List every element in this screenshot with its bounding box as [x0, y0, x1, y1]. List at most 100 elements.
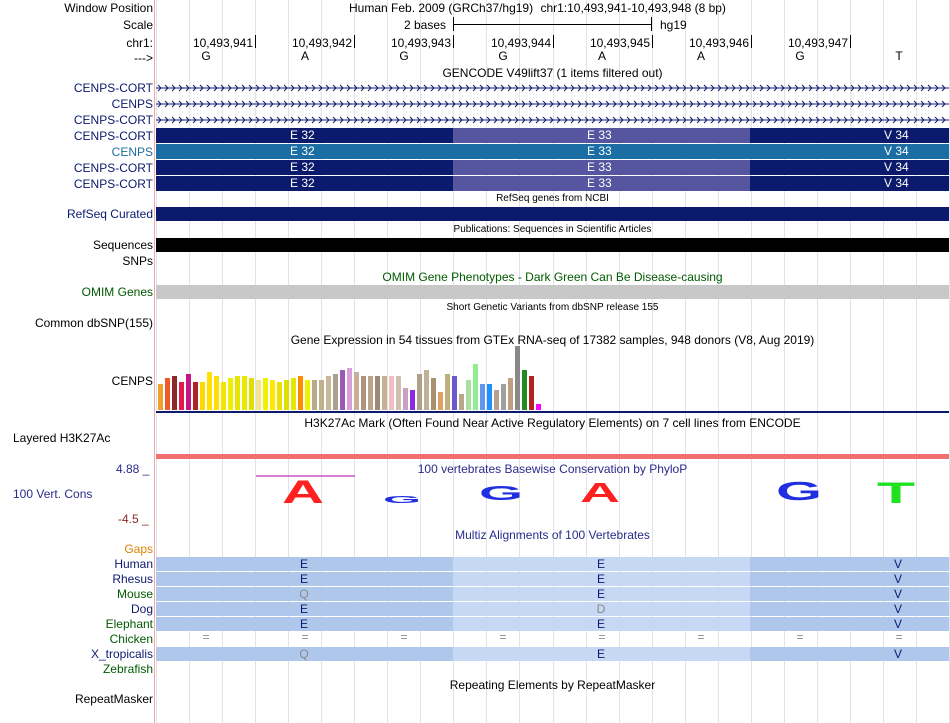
gtex-bar[interactable] — [466, 380, 471, 410]
intron-arrow-line[interactable] — [156, 115, 949, 125]
sequences-bar[interactable] — [156, 238, 949, 252]
gtex-bar[interactable] — [375, 376, 380, 410]
gtex-bar[interactable] — [263, 378, 268, 410]
gtex-bar[interactable] — [235, 376, 240, 410]
species-label[interactable]: Zebrafish — [102, 662, 153, 676]
gtex-bar[interactable] — [319, 380, 324, 410]
gencode-row-label[interactable]: CENPS-CORT — [73, 81, 153, 95]
phylop-logo[interactable]: A G G A G T — [156, 472, 949, 508]
repeatmasker-track-title[interactable]: Repeating Elements by RepeatMasker — [449, 678, 656, 692]
gtex-bar[interactable] — [396, 376, 401, 410]
phylop-track-title[interactable]: 100 vertebrates Basewise Conservation by… — [417, 462, 688, 476]
gtex-track-title[interactable]: Gene Expression in 54 tissues from GTEx … — [290, 333, 815, 347]
alignment-bar[interactable] — [156, 602, 949, 616]
gtex-bar[interactable] — [249, 378, 254, 410]
gencode-exon-row-label[interactable]: CENPS-CORT — [73, 129, 153, 143]
exon-bar[interactable]: E 32 E 33 V 34 — [156, 176, 949, 191]
gtex-bar[interactable] — [403, 388, 408, 410]
multiz-track-title[interactable]: Multiz Alignments of 100 Vertebrates — [455, 528, 650, 542]
gtex-bar[interactable] — [522, 370, 527, 410]
gtex-bar[interactable] — [242, 376, 247, 410]
gtex-bar[interactable] — [368, 376, 373, 410]
gtex-bar[interactable] — [445, 374, 450, 410]
intron-arrow-line[interactable] — [156, 83, 949, 93]
dbsnp-label[interactable]: Common dbSNP(155) — [34, 316, 153, 330]
omim-track-title[interactable]: OMIM Gene Phenotypes - Dark Green Can Be… — [382, 270, 723, 284]
gtex-bar[interactable] — [494, 390, 499, 410]
species-label[interactable]: X_tropicalis — [90, 647, 153, 661]
gtex-bar[interactable] — [326, 376, 331, 410]
repeatmasker-label[interactable]: RepeatMasker — [74, 692, 153, 706]
omim-bar[interactable] — [156, 285, 949, 299]
exon-bar[interactable]: E 32 E 33 V 34 — [156, 144, 949, 159]
gencode-exon-row-label[interactable]: CENPS — [111, 145, 153, 159]
refseq-label[interactable]: RefSeq Curated — [66, 207, 153, 221]
exon-segment[interactable] — [750, 160, 949, 175]
species-label[interactable]: Dog — [130, 602, 153, 616]
species-label[interactable]: Mouse — [116, 587, 153, 601]
gtex-bar[interactable] — [459, 394, 464, 410]
gtex-bar[interactable] — [277, 382, 282, 410]
alignment-bar[interactable] — [156, 587, 949, 601]
omim-label[interactable]: OMIM Genes — [81, 285, 153, 299]
species-label[interactable]: Chicken — [109, 632, 153, 646]
gtex-bar[interactable] — [228, 378, 233, 410]
gtex-bar[interactable] — [389, 376, 394, 410]
refseq-track-title[interactable]: RefSeq genes from NCBI — [496, 193, 609, 204]
gtex-bar[interactable] — [214, 376, 219, 410]
alignment-bar[interactable] — [156, 617, 949, 631]
gencode-track-title[interactable]: GENCODE V49lift37 (1 items filtered out) — [442, 66, 663, 80]
gencode-exon-row-label[interactable]: CENPS-CORT — [73, 177, 153, 191]
exon-segment[interactable] — [453, 160, 750, 175]
gtex-bar[interactable] — [207, 372, 212, 410]
gtex-bar[interactable] — [298, 376, 303, 410]
gtex-bar[interactable] — [529, 376, 534, 410]
alignment-bar[interactable] — [156, 647, 949, 661]
gtex-bar[interactable] — [501, 384, 506, 410]
gtex-bar[interactable] — [452, 376, 457, 410]
species-label[interactable]: Rhesus — [112, 572, 153, 586]
intron-arrow-line[interactable] — [156, 99, 949, 109]
gtex-bar[interactable] — [312, 380, 317, 410]
gtex-bar[interactable] — [361, 376, 366, 410]
sequences-label[interactable]: Sequences — [92, 238, 153, 252]
phylop-label[interactable]: 100 Vert. Cons — [13, 487, 93, 501]
gtex-bar[interactable] — [382, 376, 387, 410]
gtex-bar[interactable] — [347, 368, 352, 410]
alignment-bar[interactable] — [156, 572, 949, 586]
gtex-bar[interactable] — [536, 404, 541, 410]
exon-segment[interactable] — [156, 144, 453, 159]
gtex-label[interactable]: CENPS — [111, 374, 153, 388]
gtex-bar[interactable] — [284, 380, 289, 410]
exon-segment[interactable] — [453, 144, 750, 159]
gtex-bar[interactable] — [438, 392, 443, 410]
exon-segment[interactable] — [750, 128, 949, 143]
species-label[interactable]: Human — [114, 557, 153, 571]
alignment-bar[interactable] — [156, 557, 949, 571]
h3k27ac-label[interactable]: Layered H3K27Ac — [13, 431, 111, 445]
gtex-bar[interactable] — [340, 370, 345, 410]
gtex-bar[interactable] — [417, 374, 422, 410]
gtex-bar[interactable] — [200, 382, 205, 410]
h3k27ac-track-title[interactable]: H3K27Ac Mark (Often Found Near Active Re… — [304, 416, 801, 430]
exon-bar[interactable]: E 32 E 33 V 34 — [156, 160, 949, 175]
gtex-bar[interactable] — [158, 384, 163, 410]
gtex-bar[interactable] — [165, 378, 170, 410]
gtex-bar[interactable] — [270, 380, 275, 410]
exon-segment[interactable] — [453, 176, 750, 191]
publications-track-title[interactable]: Publications: Sequences in Scientific Ar… — [453, 224, 652, 235]
gtex-bar[interactable] — [186, 374, 191, 410]
exon-bar[interactable]: E 32 E 33 V 34 — [156, 128, 949, 143]
gtex-bar[interactable] — [333, 374, 338, 410]
gtex-bar[interactable] — [431, 378, 436, 410]
gaps-label[interactable]: Gaps — [124, 542, 153, 556]
gtex-bar[interactable] — [179, 382, 184, 410]
exon-segment[interactable] — [453, 128, 750, 143]
exon-segment[interactable] — [750, 144, 949, 159]
gtex-bar[interactable] — [354, 372, 359, 410]
gtex-bar[interactable] — [410, 390, 415, 410]
gtex-bar[interactable] — [256, 380, 261, 410]
exon-segment[interactable] — [156, 160, 453, 175]
refseq-bar[interactable] — [156, 207, 949, 221]
gtex-bar[interactable] — [487, 384, 492, 410]
